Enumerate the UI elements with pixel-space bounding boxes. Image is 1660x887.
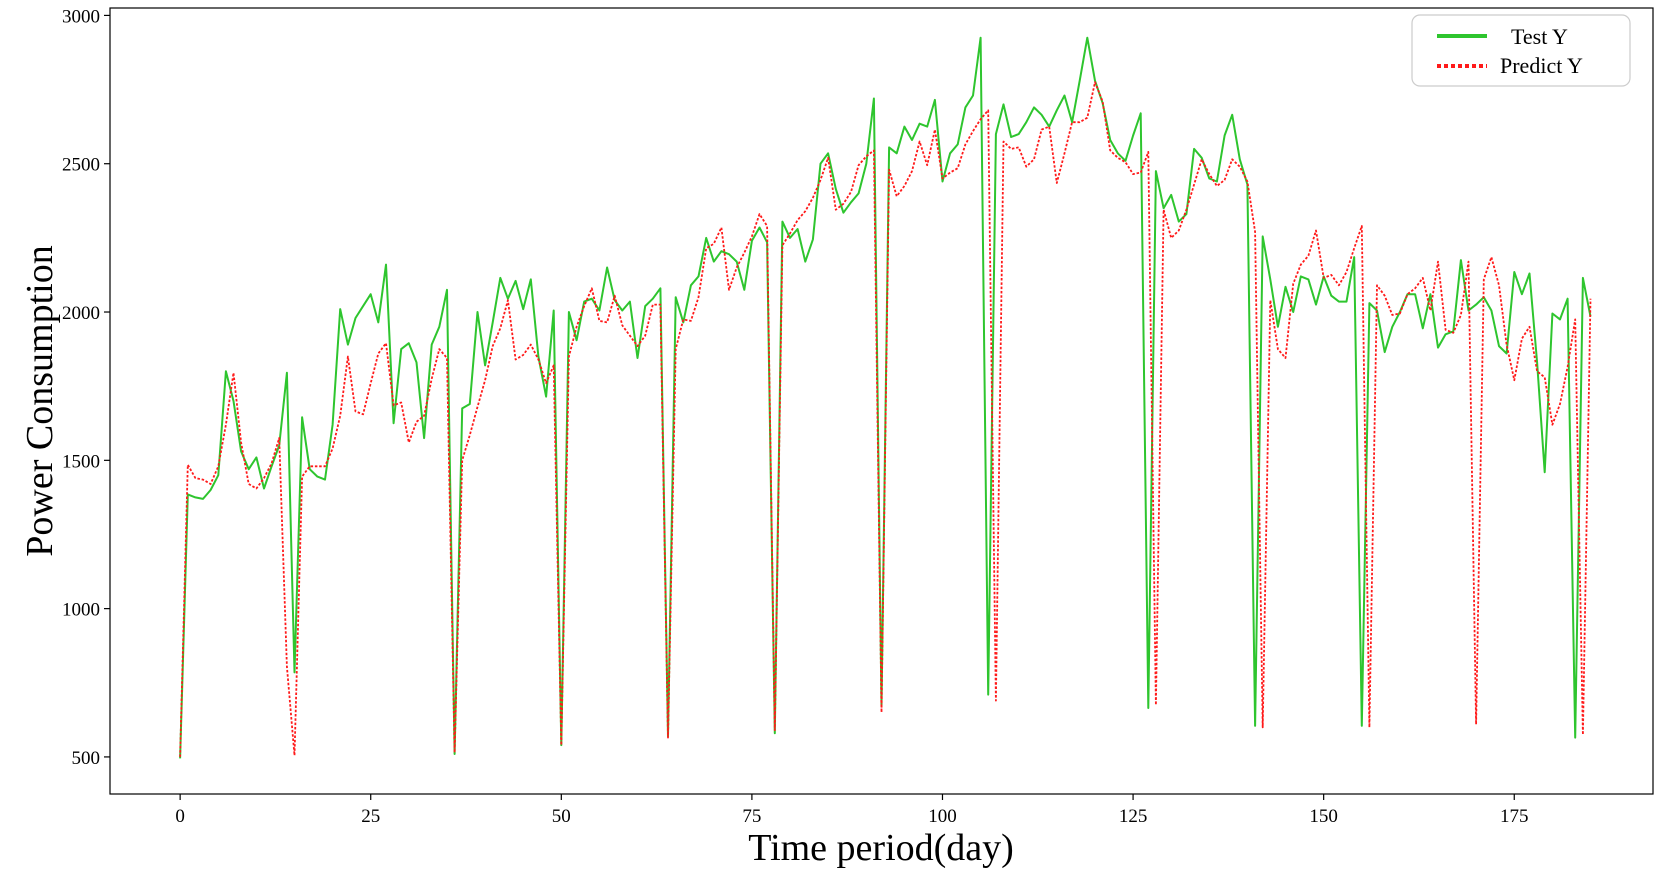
x-tick-label: 125 — [1119, 806, 1148, 827]
plot-frame — [109, 7, 1654, 795]
x-tick-label: 150 — [1309, 806, 1338, 827]
y-axis-label: Power Consumption — [19, 245, 61, 556]
x-tick-label: 100 — [928, 806, 957, 827]
series-line-predict-y — [179, 81, 1592, 757]
x-tick-label: 75 — [742, 806, 761, 827]
legend-label-predict-y: Predict Y — [1500, 53, 1583, 78]
y-tick-label: 2500 — [62, 155, 100, 176]
y-tick-label: 1500 — [62, 451, 100, 472]
x-tick-label: 25 — [361, 806, 380, 827]
x-tick-label: 0 — [175, 806, 185, 827]
x-axis-label: Time period(day) — [748, 827, 1014, 869]
series-layer — [179, 36, 1592, 759]
legend-box — [1411, 14, 1631, 87]
y-tick-label: 1000 — [62, 600, 100, 621]
y-tick-label: 3000 — [62, 6, 100, 27]
y-tick-label: 2000 — [62, 303, 100, 324]
x-tick-label: 175 — [1500, 806, 1529, 827]
y-tick-label: 500 — [72, 748, 101, 769]
legend: Test Y Predict Y — [1411, 14, 1631, 87]
x-tick-label: 50 — [552, 806, 571, 827]
ticks-layer: 0 25 50 75 100 125 150 175 500 1000 1500 2000 2500 30… — [62, 6, 1529, 827]
legend-label-test-y: Test Y — [1511, 24, 1568, 49]
